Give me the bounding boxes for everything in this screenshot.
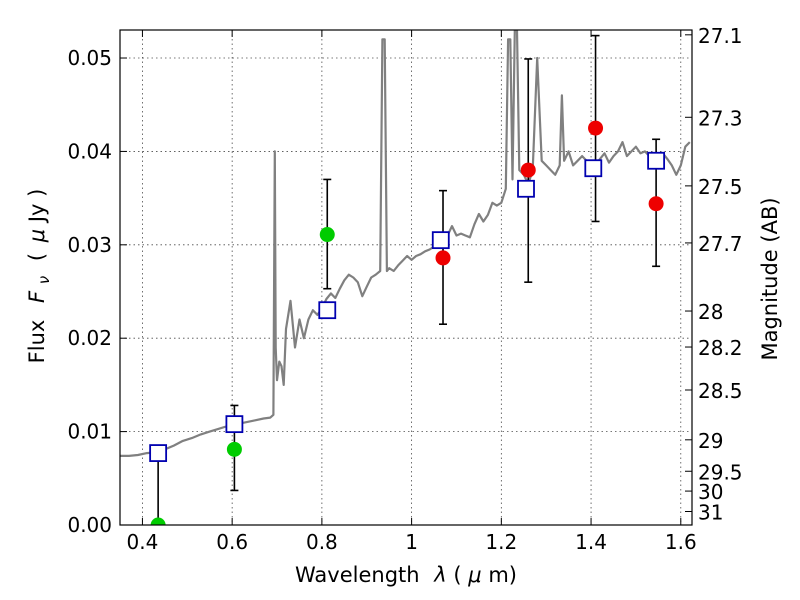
observed-photometry-point (226, 441, 242, 457)
y2-tick-label: 31 (698, 500, 723, 524)
observed-photometry-point (520, 162, 536, 178)
y2-tick-label: 29 (698, 429, 723, 453)
x-tick-label: 1 (405, 530, 418, 554)
y2-tick-label: 27.5 (698, 175, 743, 199)
model-photometry-square (318, 301, 337, 320)
y2-tick-label: 27.7 (698, 232, 743, 256)
model-photometry-markers (149, 151, 666, 462)
model-spectrum-line (120, 30, 691, 457)
observed-photometry-markers (150, 120, 664, 525)
y2-tick-label: 27.3 (698, 106, 743, 130)
y-tick-label: 0.01 (67, 420, 112, 444)
y2-tick-label: 27.1 (698, 24, 743, 48)
y-axis-label: Flux F ν ( μ Jy ) (25, 189, 54, 364)
axis-ticks: 0.4 0.6 0.8 1 1.2 1.4 1.6 0.00 0.01 0.02 0.03 0.04 0… (67, 24, 742, 554)
x-tick-label: 0.6 (216, 530, 248, 554)
observed-photometry-point (150, 517, 166, 525)
y-tick-label: 0.00 (67, 513, 112, 537)
x-tick-label: 1.6 (665, 530, 697, 554)
y2-tick-label: 30 (698, 480, 723, 504)
model-photometry-square (149, 444, 168, 462)
y2-tick-label: 28.2 (698, 336, 743, 360)
plot-frame (119, 29, 693, 526)
y-tick-label: 0.05 (67, 46, 112, 70)
y-tick-label: 0.03 (67, 233, 112, 257)
x-tick-label: 0.4 (127, 530, 159, 554)
model-photometry-square (431, 231, 450, 250)
grid-lines (120, 30, 692, 526)
x-tick-label: 1.4 (575, 530, 607, 554)
x-tick-label: 0.8 (306, 530, 338, 554)
x-axis-label: Wavelength λ ( μ m) (295, 563, 517, 587)
model-photometry-square (647, 151, 666, 170)
y2-tick-label: 28.5 (698, 379, 743, 403)
y-tick-label: 0.04 (67, 139, 112, 163)
spectrum-series (120, 30, 691, 457)
y2-tick-label: 28 (698, 300, 723, 324)
observed-photometry-point (648, 196, 664, 212)
y-tick-label: 0.02 (67, 326, 112, 350)
x-tick-label: 1.2 (485, 530, 517, 554)
model-photometry-square (584, 159, 603, 178)
observed-photometry-point (319, 227, 335, 243)
observed-photometry-point (588, 120, 604, 136)
y2-axis-label: Magnitude (AB) (758, 197, 782, 360)
observed-photometry-point (435, 250, 451, 266)
model-photometry-square (225, 415, 244, 434)
model-photometry-square (517, 179, 535, 198)
y2-tick-label: 29.5 (698, 460, 743, 484)
